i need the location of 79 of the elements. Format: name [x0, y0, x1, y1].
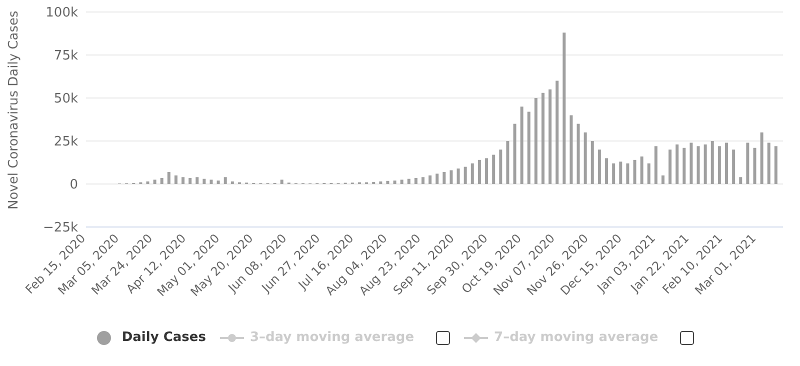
bar — [668, 150, 672, 184]
bar — [739, 177, 742, 184]
y-tick-label: 100k — [46, 6, 78, 21]
bar — [541, 92, 544, 184]
bar — [160, 178, 164, 184]
bar — [210, 180, 213, 184]
bar — [506, 141, 510, 184]
bar — [464, 166, 467, 184]
bar — [690, 142, 693, 184]
bar — [280, 180, 284, 184]
y-tick-label: 75k — [54, 48, 78, 64]
bar — [182, 177, 185, 184]
bar — [704, 144, 707, 184]
bar — [436, 174, 439, 184]
bar — [492, 154, 496, 184]
bar — [647, 163, 650, 184]
bar — [393, 180, 396, 184]
bar — [661, 175, 664, 184]
bar — [619, 162, 622, 184]
bar — [718, 146, 721, 184]
bar — [590, 141, 594, 184]
bar — [605, 158, 608, 184]
bar — [400, 180, 404, 184]
bar — [450, 170, 453, 184]
bar — [456, 168, 460, 184]
bar — [428, 175, 432, 184]
bar — [470, 163, 474, 184]
bar — [196, 177, 199, 184]
bar — [570, 115, 573, 184]
bar — [654, 146, 658, 184]
bar — [725, 142, 728, 184]
bar — [153, 180, 156, 184]
bar — [753, 148, 756, 184]
bar — [767, 142, 770, 184]
bar — [513, 124, 516, 184]
bar — [710, 141, 714, 184]
bar — [202, 178, 206, 184]
y-tick-label: 0 — [70, 178, 78, 193]
bar — [146, 181, 150, 184]
bar — [422, 177, 424, 184]
y-tick-label: 50k — [54, 92, 78, 107]
bar — [598, 150, 601, 184]
bar — [584, 132, 587, 184]
bar — [732, 150, 736, 184]
bar — [224, 177, 227, 184]
bar — [548, 89, 552, 184]
bar — [230, 181, 234, 184]
bar — [534, 98, 538, 184]
bar — [696, 146, 700, 184]
legend-label: Daily Cases — [122, 330, 206, 345]
y-tick-label: 25k — [54, 134, 78, 150]
bar — [379, 181, 382, 184]
bar — [746, 142, 750, 184]
bar — [576, 124, 580, 184]
bar — [626, 163, 630, 184]
bar — [174, 175, 178, 184]
bar — [520, 106, 524, 184]
bar — [414, 178, 418, 184]
bar — [527, 112, 530, 184]
y-axis-title: Novel Coronavirus Daily Cases — [6, 10, 22, 210]
bar — [188, 178, 192, 184]
bar — [167, 172, 170, 184]
bar — [485, 158, 488, 184]
bar — [682, 148, 686, 184]
bar — [612, 163, 616, 184]
bar — [676, 144, 679, 184]
bar — [499, 150, 502, 184]
y-tick-label: −25k — [43, 220, 78, 236]
bar — [640, 156, 644, 184]
bar — [442, 172, 446, 184]
bar — [774, 146, 778, 184]
bar — [386, 180, 390, 184]
bar — [633, 160, 636, 184]
bar — [760, 132, 764, 184]
bar — [562, 32, 566, 184]
bar — [407, 178, 410, 184]
bar — [478, 160, 481, 184]
bar — [556, 80, 559, 184]
bar — [216, 180, 220, 184]
